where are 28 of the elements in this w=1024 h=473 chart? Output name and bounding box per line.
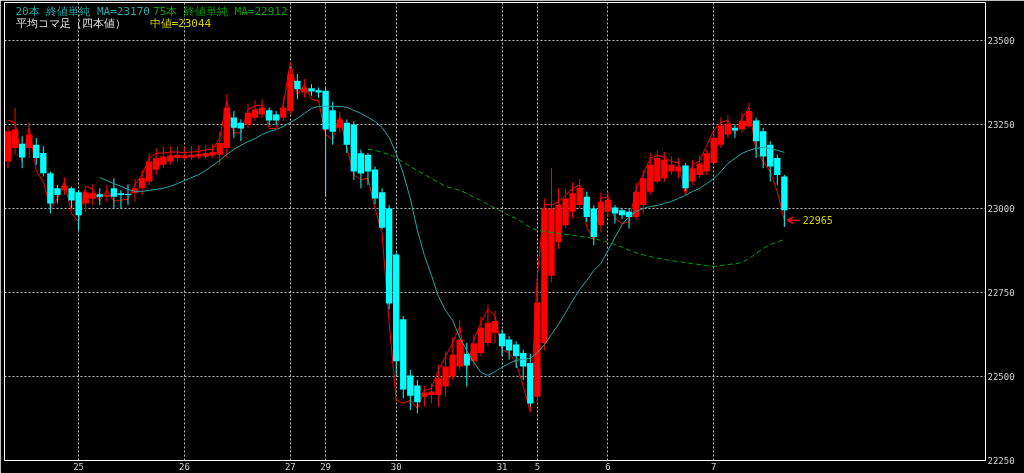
x-tick-label: 6: [605, 461, 611, 472]
y-tick-label: 23500: [987, 35, 1015, 46]
x-tick-label: 5: [534, 461, 541, 472]
text: 20本 終値単純 MA=23170: [15, 4, 150, 18]
y-tick-label: 22750: [987, 287, 1015, 298]
line-series: [99, 105, 785, 376]
y-tick-label: 23000: [987, 203, 1015, 214]
text: 75本 終値単純 MA=22912: [153, 4, 288, 18]
ref-line-label: 22965: [802, 215, 833, 227]
y-tick-label: 23250: [987, 119, 1015, 130]
x-tick-label: 31: [496, 461, 508, 472]
x-tick-label: 29: [320, 461, 332, 472]
x-tick-label: 7: [711, 461, 717, 472]
candlestick: [336, 111, 343, 134]
x-tick-label: 30: [390, 461, 402, 472]
x-tick-label: 25: [73, 461, 85, 472]
candlestick: [301, 78, 308, 99]
y-tick-label: 22500: [987, 371, 1015, 382]
candlestick: [682, 162, 689, 192]
annotation: 平均コマ足（四本値）: [15, 16, 126, 30]
line-series: [367, 148, 785, 268]
y-tick-label: 22250: [987, 456, 1015, 466]
annotation: 中値=23044: [149, 16, 212, 30]
candlestick: [731, 123, 739, 139]
candlestick: [294, 73, 301, 100]
candlestick: [26, 121, 33, 159]
x-tick-label: 27: [284, 461, 296, 472]
x-tick-label: 26: [179, 461, 190, 472]
